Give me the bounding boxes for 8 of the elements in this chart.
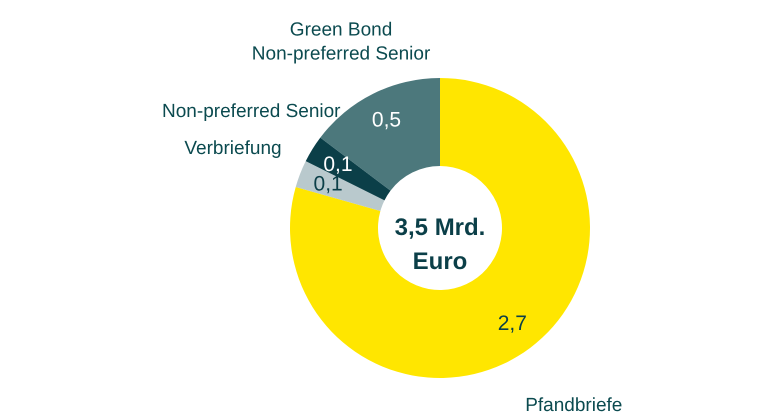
slice-label: Pfandbriefe xyxy=(525,395,622,415)
data-label: 0,5 xyxy=(372,108,402,132)
text: 3,5 Mrd. Euro xyxy=(394,214,486,275)
slice-label: Non-preferred Senior xyxy=(162,101,342,122)
slice-label: Green Bond Non-preferred Senior xyxy=(252,19,431,64)
slice-label: Verbriefung xyxy=(184,138,282,159)
donut-slice xyxy=(306,138,391,200)
data-label: 2,7 xyxy=(498,312,527,335)
